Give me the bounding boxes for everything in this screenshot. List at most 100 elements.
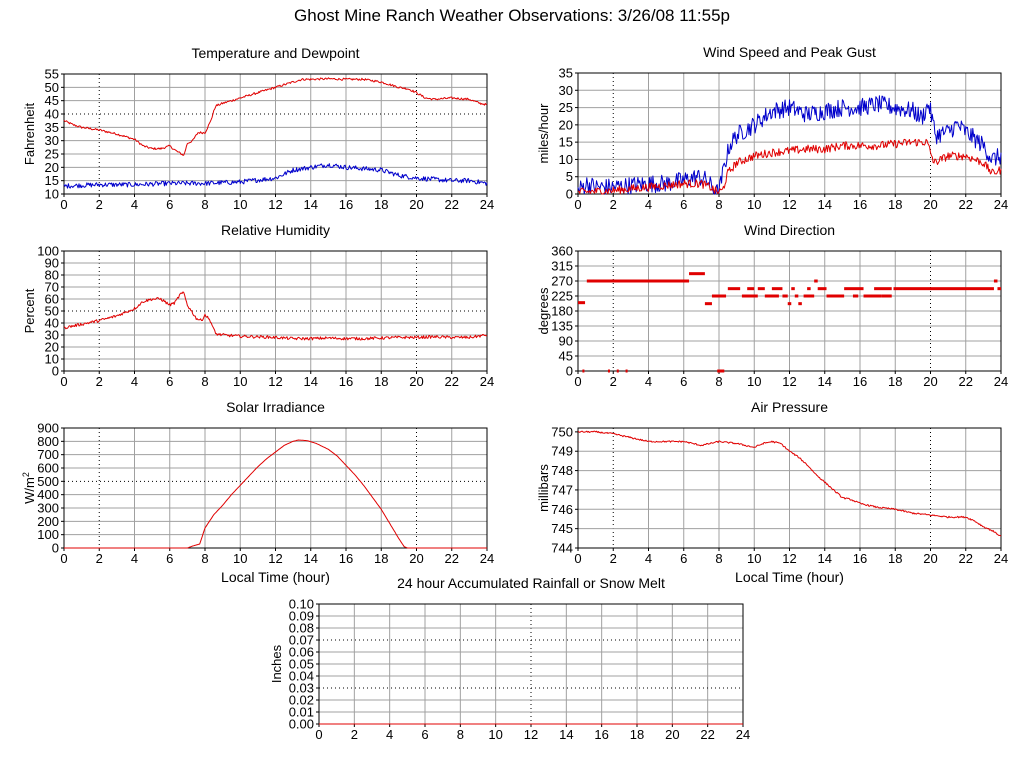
y-tick-label: 0.10 [289,597,314,612]
y-tick-label: 0.00 [289,717,314,732]
y-tick-label: 10 [45,187,59,202]
y-tick-label: 20 [45,340,59,355]
direction-mark [607,369,610,373]
y-tick-label: 40 [45,107,59,122]
x-tick-label: 8 [201,197,208,212]
x-tick-label: 22 [445,551,459,566]
x-tick-label: 16 [853,374,867,389]
y-tick-label: 15 [559,135,573,150]
x-tick-label: 16 [594,727,608,742]
direction-mark [817,287,827,291]
x-tick-label: 2 [610,197,617,212]
y-tick-label: 20 [45,160,59,175]
y-axis-label: millibars [536,464,551,512]
y-tick-label: 0.08 [289,621,314,636]
x-tick-label: 6 [421,727,428,742]
x-tick-label: 2 [96,197,103,212]
y-tick-label: 0.05 [289,657,314,672]
x-tick-label: 2 [96,551,103,566]
direction-mark [757,287,765,291]
x-tick-label: 6 [166,374,173,389]
chart-title: Wind Direction [744,222,835,238]
chart-title: Wind Speed and Peak Gust [703,44,876,60]
x-tick-label: 18 [888,197,902,212]
x-tick-label: 14 [818,197,832,212]
x-tick-label: 24 [480,197,494,212]
direction-mark [578,301,586,305]
x-tick-label: 12 [782,374,796,389]
direction-mark [997,287,1001,291]
direction-mark [711,294,727,298]
direction-mark [803,294,815,298]
y-tick-label: 800 [37,434,59,449]
direction-mark [807,287,811,291]
x-tick-label: 6 [166,197,173,212]
direction-mark [798,302,802,306]
direction-mark [747,287,755,291]
x-tick-label: 10 [233,551,247,566]
x-tick-label: 12 [268,374,282,389]
direction-mark [582,369,585,373]
y-tick-label: 70 [45,280,59,295]
x-tick-label: 12 [782,197,796,212]
x-tick-label: 10 [747,197,761,212]
x-tick-label: 24 [994,374,1008,389]
x-tick-label: 10 [233,374,247,389]
x-tick-label: 10 [747,551,761,566]
x-tick-label: 4 [386,727,393,742]
x-tick-label: 22 [959,197,973,212]
y-tick-label: 270 [551,274,573,289]
y-tick-label: 750 [551,424,573,439]
direction-mark [874,287,892,291]
y-tick-label: 45 [45,93,59,108]
y-tick-label: 30 [559,83,573,98]
y-tick-label: 749 [551,444,573,459]
y-tick-label: 0.03 [289,681,314,696]
y-axis-label: Percent [22,288,37,333]
x-tick-label: 10 [488,727,502,742]
y-tick-label: 0.01 [289,705,314,720]
direction-mark [814,279,818,283]
x-tick-label: 22 [959,551,973,566]
series-line-red [577,430,1002,537]
x-tick-label: 22 [445,374,459,389]
x-tick-label: 8 [457,727,464,742]
x-tick-label: 0 [60,197,67,212]
y-tick-label: 90 [45,256,59,271]
x-tick-label: 12 [268,551,282,566]
y-axis-label: miles/hour [536,103,551,164]
y-tick-label: 50 [45,80,59,95]
y-tick-label: 0 [52,541,59,556]
x-tick-label: 22 [445,197,459,212]
direction-mark [704,302,712,306]
y-tick-label: 80 [45,268,59,283]
direction-mark [844,287,864,291]
x-tick-label: 14 [304,551,318,566]
y-tick-label: 0 [566,187,573,202]
y-tick-label: 0 [566,364,573,379]
series-line-red [63,291,488,341]
x-tick-label: 8 [201,374,208,389]
x-tick-label: 22 [959,374,973,389]
x-tick-label: 18 [374,374,388,389]
chart-rain: 24 hour Accumulated Rainfall or Snow Mel… [269,575,750,742]
direction-mark [741,294,758,298]
y-tick-label: 10 [559,152,573,167]
chart-title: Relative Humidity [221,222,330,238]
x-tick-label: 0 [574,197,581,212]
x-axis-label: Local Time (hour) [221,569,330,585]
chart-title: 24 hour Accumulated Rainfall or Snow Mel… [397,575,665,591]
y-tick-label: 745 [551,521,573,536]
direction-mark [881,294,892,298]
y-tick-label: 20 [559,117,573,132]
x-tick-label: 4 [645,551,652,566]
y-tick-label: 746 [551,502,573,517]
direction-mark [717,369,725,373]
y-tick-label: 600 [37,461,59,476]
x-tick-label: 4 [645,197,652,212]
